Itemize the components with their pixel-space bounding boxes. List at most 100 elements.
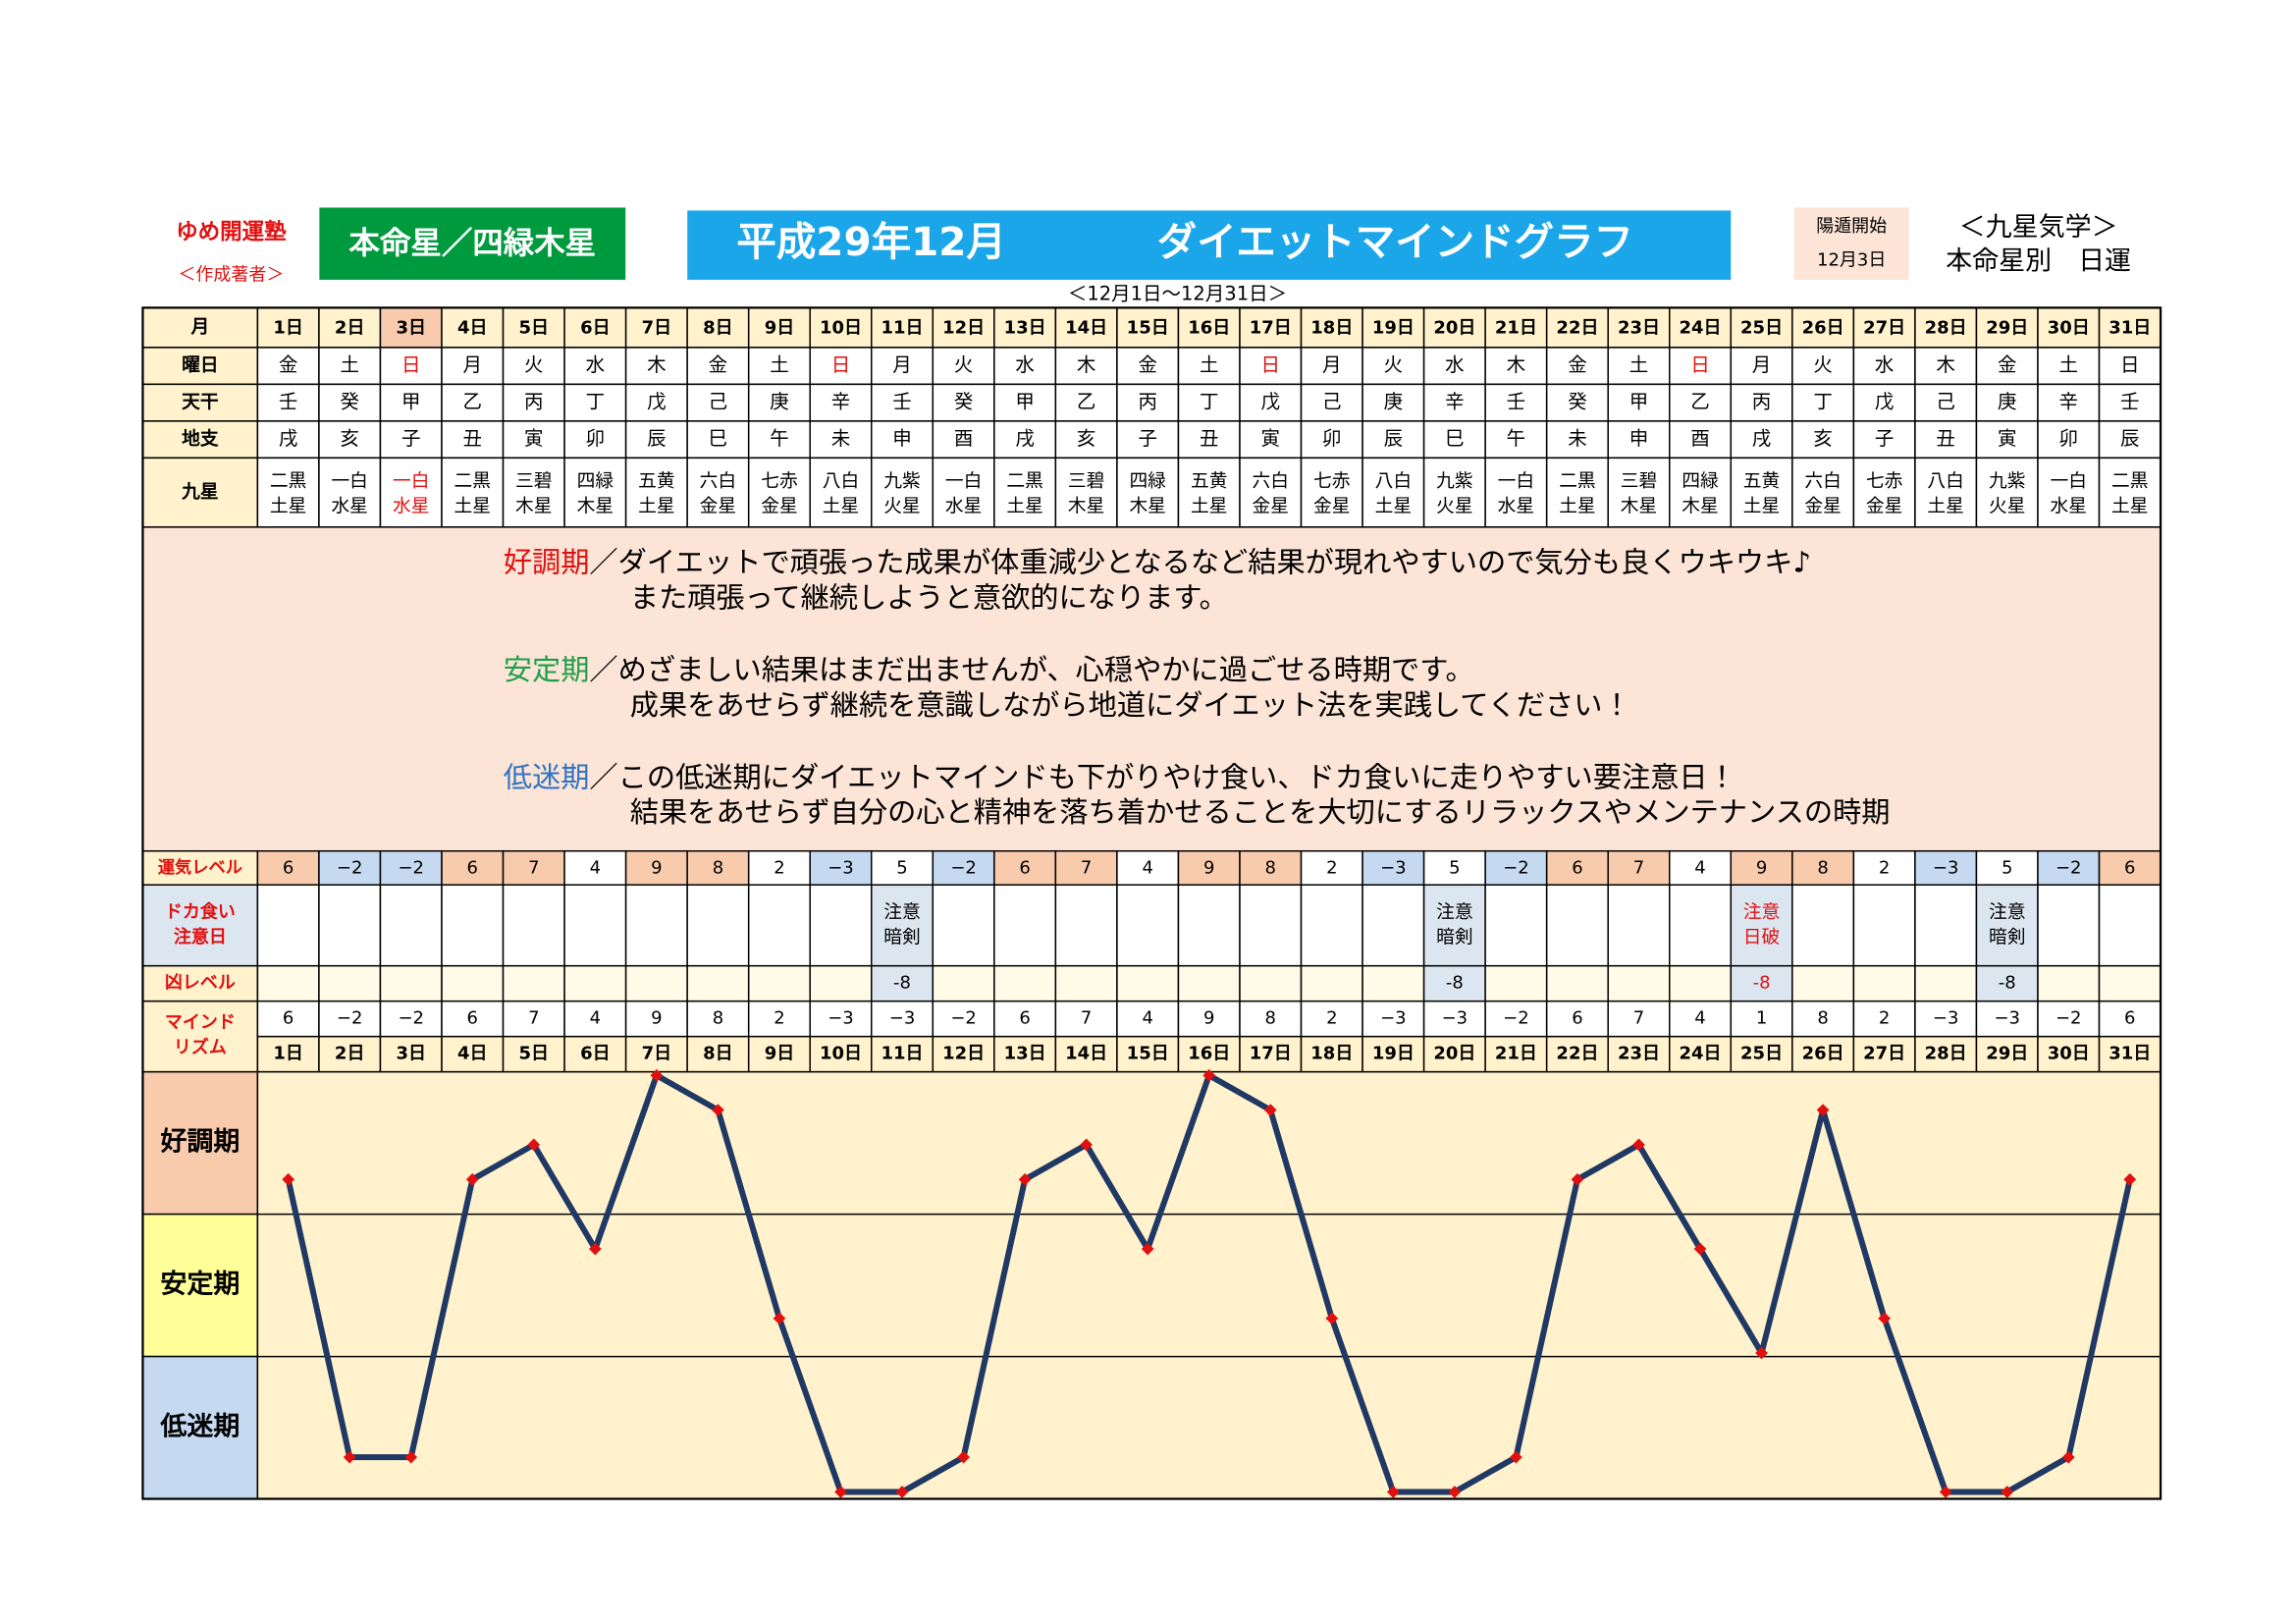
- table-cell: [809, 1035, 873, 1073]
- subtitle: 本命星別 日運: [1946, 245, 2131, 276]
- chishi-text: 卯: [2059, 427, 2078, 450]
- table-cell: [1300, 1035, 1363, 1073]
- table-cell: [1116, 1035, 1180, 1073]
- rhythm-value: −3: [828, 1008, 854, 1029]
- day-label: 26日: [1802, 317, 1844, 338]
- table-cell: [441, 383, 505, 422]
- day-label: 19日: [1372, 1044, 1415, 1064]
- table-cell: [1054, 1000, 1118, 1038]
- tenkan-text: 癸: [340, 391, 358, 413]
- table-cell: [1054, 457, 1118, 528]
- table-cell: [932, 420, 995, 460]
- table-cell: [1975, 964, 2039, 1002]
- fortune-value: 7: [1633, 858, 1644, 879]
- row-label: 運気レベル: [158, 857, 242, 878]
- description-term: 好調期: [504, 545, 590, 578]
- table-cell: [1177, 964, 1241, 1002]
- table-cell: [2037, 964, 2101, 1002]
- description-term: 安定期: [504, 653, 590, 686]
- day-label: 3日: [396, 1044, 425, 1064]
- day-label: 2日: [335, 317, 364, 338]
- table-cell: [256, 964, 320, 1002]
- table-cell: [1545, 457, 1609, 528]
- rhythm-marker: [2001, 1486, 2014, 1498]
- table-cell: [809, 849, 873, 886]
- kyusei-text: 六白: [1253, 471, 1289, 492]
- table-cell: [441, 420, 505, 460]
- fortune-value: 8: [1817, 858, 1828, 879]
- day-label: 7日: [642, 317, 671, 338]
- table-cell: [1177, 457, 1241, 528]
- table-cell: [686, 420, 750, 460]
- table-cell: [318, 964, 382, 1002]
- table-cell: [1300, 347, 1363, 386]
- fortune-value: 6: [467, 858, 478, 879]
- row-label: マインド: [165, 1012, 236, 1033]
- table-cell: [624, 884, 688, 967]
- weekdays-text: 土: [1629, 353, 1648, 376]
- day-label: 5日: [519, 317, 549, 338]
- chishi-text: 巳: [709, 427, 727, 450]
- weekdays-text: 金: [279, 353, 297, 376]
- fortune-value: −2: [2056, 858, 2082, 879]
- weekdays-text: 火: [524, 353, 543, 376]
- band-label: 安定期: [160, 1270, 240, 1300]
- kyusei-text: 金星: [761, 496, 797, 516]
- day-label: 12日: [942, 1044, 985, 1064]
- table-cell: [379, 420, 443, 460]
- table-cell: [1300, 964, 1363, 1002]
- caution-text: 注意: [883, 902, 920, 923]
- chishi-text: 寅: [524, 427, 543, 450]
- table-cell: [1177, 1035, 1241, 1073]
- kyusei-text: 木星: [1068, 496, 1104, 516]
- day-label: 27日: [1863, 317, 1905, 338]
- chishi-text: 午: [1507, 427, 1525, 450]
- table-cell: [441, 884, 505, 967]
- rhythm-value: −2: [1503, 1008, 1529, 1029]
- table-cell: [1177, 306, 1241, 349]
- kyusei-text: 三碧: [1621, 471, 1657, 492]
- table-cell: [2098, 383, 2162, 422]
- table-cell: [871, 849, 934, 886]
- day-label: 12日: [942, 317, 985, 338]
- row-label: 天干: [182, 393, 219, 413]
- table-cell: [871, 457, 934, 528]
- table-cell: [256, 1035, 320, 1073]
- table-cell: [1362, 420, 1425, 460]
- table-cell: [2098, 420, 2162, 460]
- day-label: 11日: [881, 317, 924, 338]
- table-cell: [441, 964, 505, 1002]
- table-cell: [1116, 420, 1180, 460]
- weekdays-text: 水: [586, 353, 605, 376]
- table-cell: [686, 1035, 750, 1073]
- table-cell: [502, 964, 565, 1002]
- day-label: 15日: [1127, 317, 1169, 338]
- table-cell: [1362, 457, 1425, 528]
- kyusei-text: 八白: [823, 471, 859, 492]
- table-cell: [1914, 1035, 1978, 1073]
- table-cell: [379, 347, 443, 386]
- tenkan-text: 己: [709, 391, 727, 413]
- kyusei-text: 六白: [700, 471, 736, 492]
- table-cell: [686, 383, 750, 422]
- day-label: 28日: [1925, 1044, 1967, 1064]
- rhythm-marker: [1386, 1486, 1400, 1498]
- day-label: 28日: [1925, 317, 1967, 338]
- day-label: 24日: [1680, 1044, 1722, 1064]
- tenkan-text: 丁: [1813, 391, 1832, 413]
- weekdays-text: 金: [1998, 353, 2016, 376]
- tenkan-text: 己: [1322, 391, 1341, 413]
- table-cell: [1852, 884, 1916, 967]
- table-cell: [1669, 306, 1733, 349]
- table-cell: [1791, 383, 1855, 422]
- table-cell: [1177, 420, 1241, 460]
- rhythm-marker: [712, 1104, 724, 1116]
- fortune-value: 7: [1081, 858, 1092, 879]
- date-range: ＜12月1日～12月31日＞: [1068, 282, 1287, 304]
- kyusei-text: 木星: [1621, 496, 1657, 516]
- day-label: 1日: [273, 317, 302, 338]
- table-cell: [1362, 884, 1425, 967]
- table-cell: [441, 1035, 505, 1073]
- table-cell: [2037, 884, 2101, 967]
- table-cell: [747, 1000, 811, 1038]
